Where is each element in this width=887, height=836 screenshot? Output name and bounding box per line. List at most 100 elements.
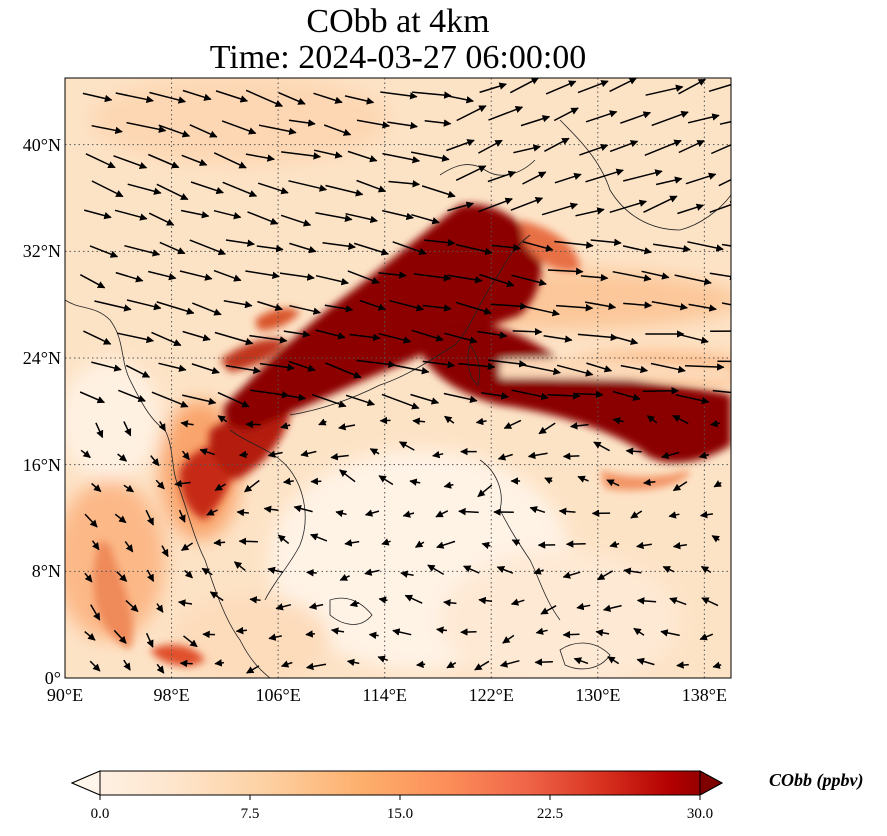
wind-arrow	[510, 197, 544, 211]
wind-arrow	[145, 632, 154, 648]
wind-arrow	[335, 509, 347, 518]
wind-arrow	[161, 545, 169, 558]
wind-arrow	[522, 241, 554, 252]
wind-arrow	[511, 389, 549, 401]
wind-arrow	[356, 359, 396, 369]
wind-arrow	[89, 245, 119, 258]
wind-arrow	[283, 330, 311, 338]
wind-arrow	[182, 89, 212, 101]
wind-arrow	[573, 657, 589, 665]
wind-arrow	[344, 539, 360, 547]
wind-arrow	[192, 302, 222, 316]
wind-arrow	[678, 78, 707, 95]
wind-arrow	[281, 151, 322, 160]
wind-arrow	[488, 359, 527, 368]
wind-arrow	[191, 363, 220, 375]
wind-arrow	[221, 120, 257, 135]
wind-arrow	[547, 267, 584, 276]
lat-tick-label: 8°N	[31, 561, 61, 582]
wind-arrow	[259, 362, 295, 372]
wind-arrow	[562, 571, 581, 579]
wind-arrow	[511, 539, 521, 547]
wind-arrow	[280, 660, 293, 668]
wind-arrow	[339, 573, 350, 581]
wind-arrow	[499, 659, 520, 668]
wind-arrow	[554, 240, 594, 249]
wind-arrow	[126, 121, 167, 134]
wind-arrow	[315, 274, 349, 286]
wind-arrow	[246, 665, 260, 674]
wind-arrow	[529, 506, 546, 514]
wind-arrow	[244, 479, 260, 493]
wind-arrow	[189, 239, 226, 256]
wind-arrow	[527, 451, 548, 460]
wind-arrow	[156, 183, 189, 201]
wind-arrow	[409, 478, 421, 486]
wind-arrow	[576, 602, 591, 611]
wind-arrow	[238, 537, 258, 546]
wind-arrow	[585, 110, 618, 123]
wind-arrow	[180, 420, 194, 428]
wind-arrow	[380, 91, 418, 100]
wind-arrow	[575, 390, 604, 399]
colorbar-tick-label: 30.0	[686, 806, 714, 822]
wind-arrow	[347, 150, 378, 163]
wind-arrow	[79, 274, 106, 289]
wind-arrow	[712, 661, 722, 669]
wind-arrow	[123, 484, 135, 493]
wind-arrow	[249, 596, 261, 604]
wind-arrow	[214, 659, 224, 667]
wind-arrow	[609, 199, 648, 214]
wind-arrow	[146, 569, 155, 582]
wind-arrow	[558, 507, 576, 516]
wind-arrow	[174, 479, 191, 488]
wind-arrow	[447, 274, 483, 284]
wind-arrow	[180, 542, 194, 552]
wind-arrow	[123, 421, 132, 437]
wind-arrow	[278, 92, 306, 105]
wind-arrow	[446, 661, 457, 669]
wind-arrow	[488, 106, 524, 121]
wind-arrow	[672, 414, 689, 425]
wind-arrow	[655, 176, 683, 186]
wind-arrow	[481, 541, 491, 550]
colorbar	[70, 770, 724, 800]
wind-arrow	[279, 272, 315, 281]
wind-arrow	[249, 334, 288, 344]
wind-arrow	[497, 453, 513, 461]
wind-arrow	[612, 390, 641, 401]
wind-arrow	[118, 389, 146, 402]
wind-arrow	[325, 362, 362, 379]
lon-tick-label: 98°E	[153, 685, 190, 705]
wind-arrow	[214, 483, 226, 491]
wind-arrow	[310, 533, 328, 542]
wind-arrow	[382, 209, 414, 221]
wind-arrow	[84, 572, 93, 583]
wind-arrow	[127, 183, 162, 195]
wind-arrow	[158, 124, 191, 138]
wind-arrow	[288, 119, 316, 127]
wind-arrow	[496, 566, 514, 574]
wind-arrow	[509, 78, 540, 94]
lat-tick-label: 24°N	[22, 348, 61, 368]
wind-arrow	[481, 392, 509, 400]
wind-arrow	[410, 151, 450, 162]
wind-arrow	[688, 303, 717, 312]
wind-arrow	[668, 511, 680, 519]
wind-arrow	[672, 481, 688, 492]
wind-arrow	[513, 144, 541, 154]
wind-arrow	[411, 213, 440, 225]
wind-arrow	[91, 361, 122, 372]
wind-arrow	[427, 564, 445, 576]
wind-arrow	[698, 451, 710, 459]
wind-arrow	[404, 594, 423, 604]
wind-arrow	[344, 95, 375, 105]
wind-arrow	[179, 270, 213, 281]
wind-arrow	[580, 273, 609, 282]
wind-arrow	[381, 538, 391, 546]
wind-arrow	[596, 570, 614, 581]
wind-arrow	[84, 631, 96, 641]
wind-arrow	[644, 139, 682, 156]
wind-arrow	[646, 415, 658, 424]
wind-arrow	[258, 124, 297, 135]
